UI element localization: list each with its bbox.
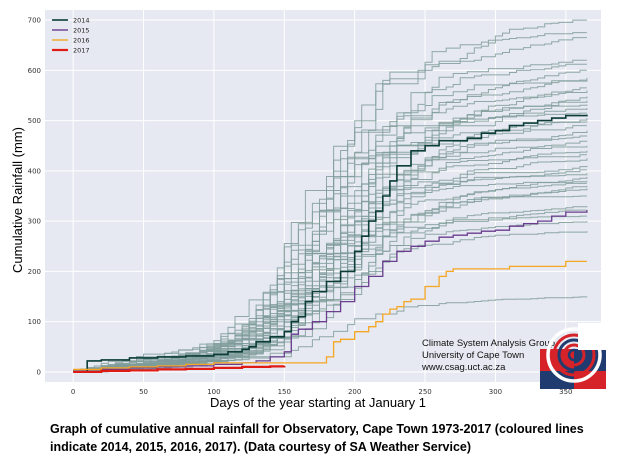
historical-year-line xyxy=(73,145,588,373)
x-tick-label: 150 xyxy=(278,388,291,396)
y-tick-label: 100 xyxy=(28,318,41,326)
series-line-2016 xyxy=(73,260,587,371)
x-tick-label: 350 xyxy=(559,388,572,396)
x-tick-label: 200 xyxy=(348,388,361,396)
plot-area xyxy=(45,10,601,382)
y-tick-label: 700 xyxy=(28,17,41,25)
x-tick-label: 250 xyxy=(418,388,431,396)
credit-line-3: www.csag.uct.ac.za xyxy=(421,362,506,373)
x-tick-label: 300 xyxy=(489,388,502,396)
credit-line-1: Climate System Analysis Group xyxy=(422,338,555,349)
legend-label-2017: 2017 xyxy=(73,47,90,55)
rainfall-chart: 0 50 100 150 200 250 300 350 0 100 200 300 400 500 60… xyxy=(10,10,606,410)
y-tick-label: 0 xyxy=(37,368,41,376)
figure-caption: Graph of cumulative annual rainfall for … xyxy=(50,422,584,454)
background-series-group xyxy=(73,19,588,373)
y-tick-label: 500 xyxy=(28,117,41,125)
highlight-series-group xyxy=(73,114,588,373)
x-axis-label: Days of the year starting at January 1 xyxy=(210,395,426,410)
legend: 2014 2015 2016 2017 xyxy=(52,17,90,55)
series-line-2014 xyxy=(73,114,588,373)
legend-label-2016: 2016 xyxy=(73,37,90,45)
series-line-2017 xyxy=(73,365,286,373)
historical-year-line xyxy=(73,19,587,373)
credit-line-2: University of Cape Town xyxy=(422,350,524,361)
x-tick-label: 50 xyxy=(139,388,148,396)
x-tick-label: 100 xyxy=(207,388,220,396)
x-tick-label: 0 xyxy=(71,388,75,396)
legend-label-2014: 2014 xyxy=(73,17,90,25)
x-tick-labels: 0 50 100 150 200 250 300 350 xyxy=(71,388,573,396)
series-line-2015 xyxy=(73,210,588,373)
y-tick-label: 600 xyxy=(28,67,41,75)
legend-label-2015: 2015 xyxy=(73,27,90,35)
y-tick-label: 200 xyxy=(28,268,41,276)
csag-logo-icon xyxy=(540,323,606,389)
y-tick-label: 400 xyxy=(28,167,41,175)
credit-block: Climate System Analysis Group University… xyxy=(421,338,555,373)
y-tick-label: 300 xyxy=(28,218,41,226)
y-tick-labels: 0 100 200 300 400 500 600 700 xyxy=(28,17,41,377)
y-axis-label: Cumulative Rainfall (mm) xyxy=(10,127,25,273)
